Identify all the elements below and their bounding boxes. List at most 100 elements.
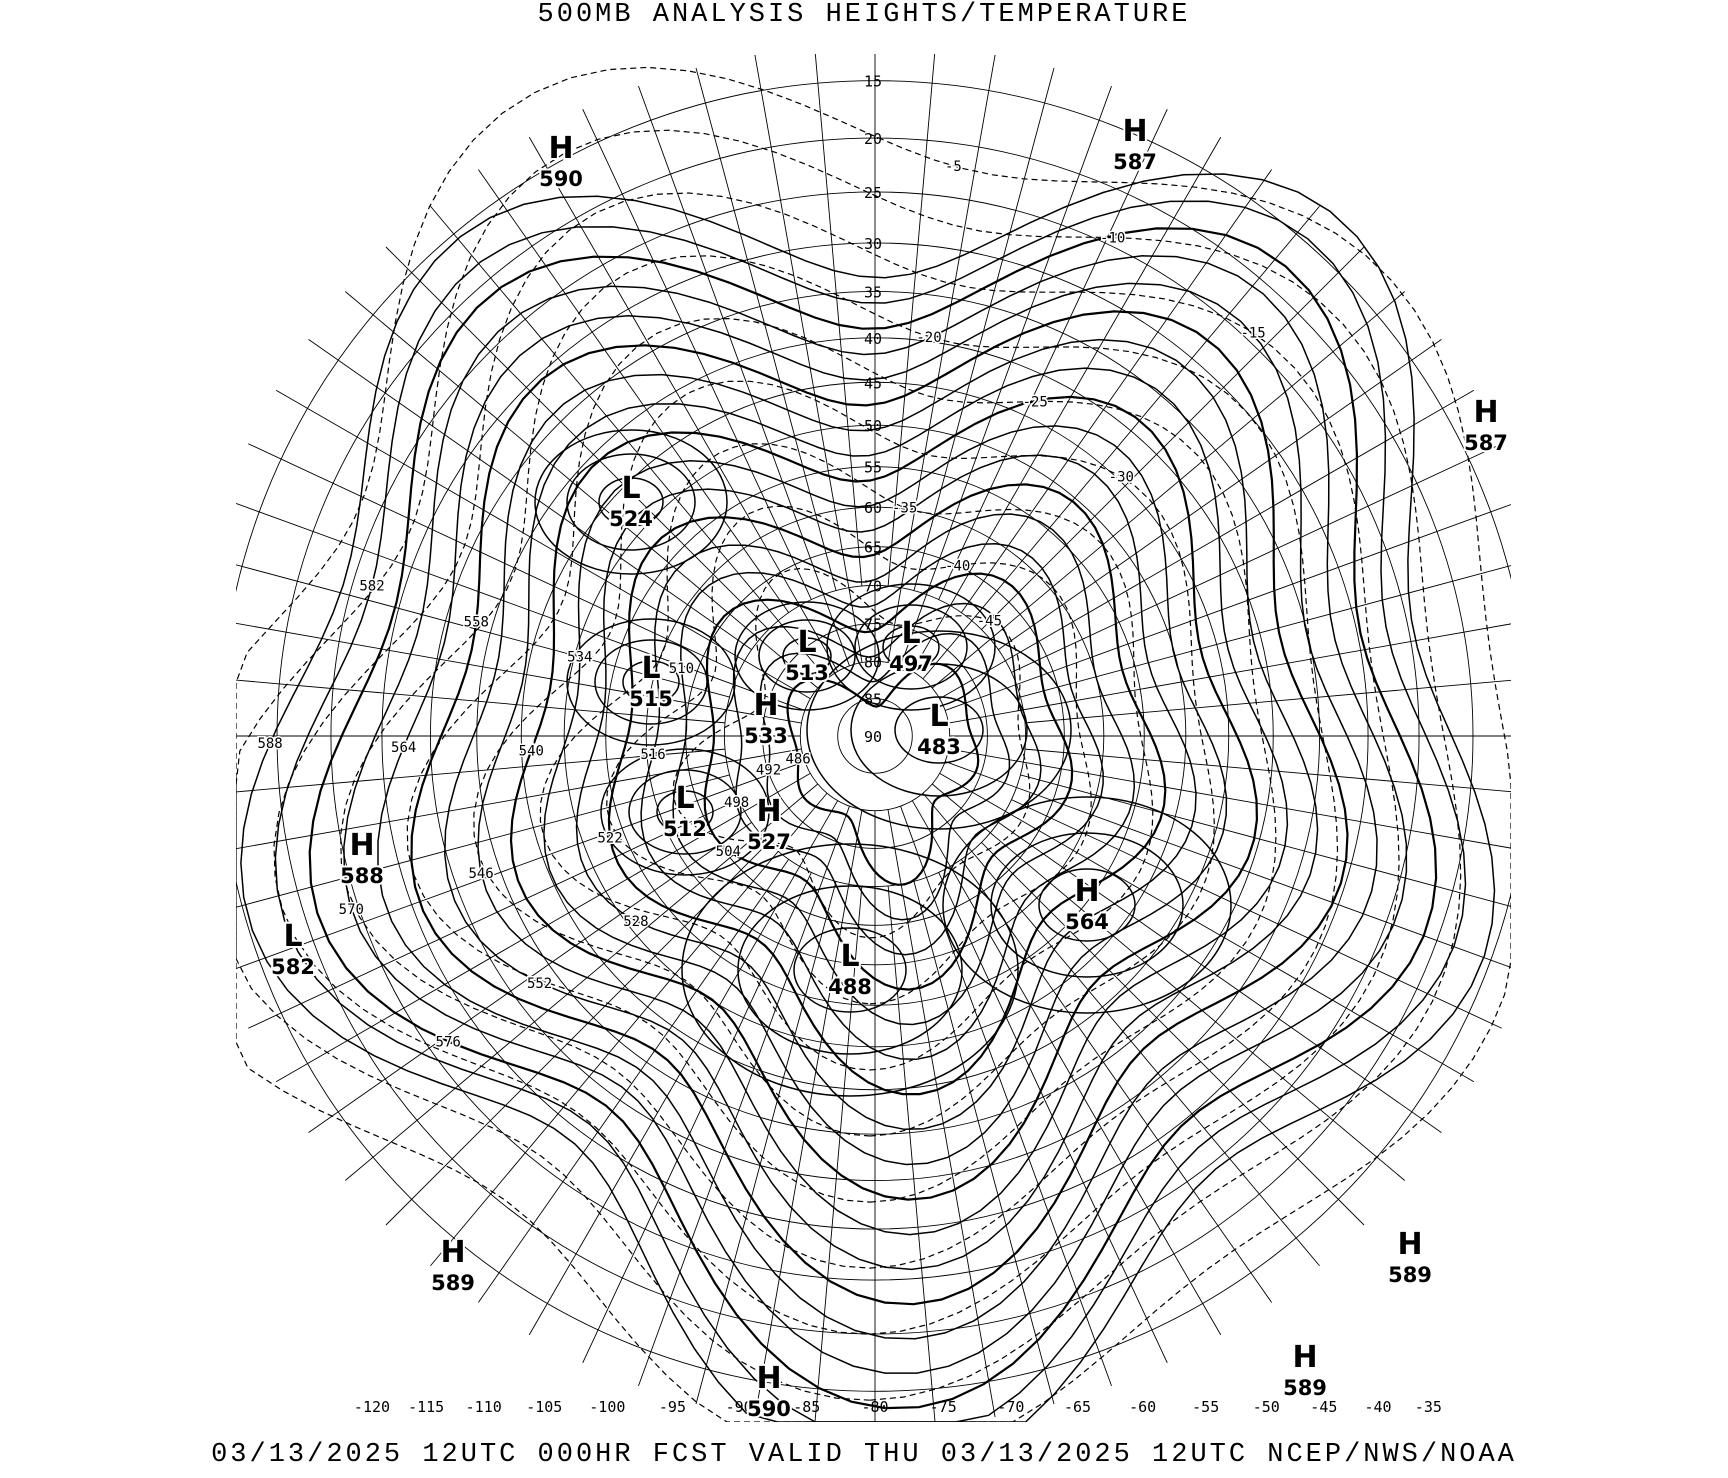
closed-contour xyxy=(566,453,696,551)
center-letter: L xyxy=(621,471,640,506)
center-value: 513 xyxy=(785,661,829,685)
center-letter: H xyxy=(756,794,781,829)
meridian-line xyxy=(477,169,789,613)
closed-contour xyxy=(894,696,984,764)
center-value: 497 xyxy=(889,652,933,676)
grid-labels: -120 -115 -110 -105 -100 -95 -90 -85 -80 -75 -70 -6… xyxy=(354,73,1442,1416)
meridian-line xyxy=(638,85,850,666)
longitude-label: -60 xyxy=(1129,1398,1156,1416)
temperature-contour xyxy=(236,66,1511,1422)
latitude-label: 45 xyxy=(864,374,882,392)
contour-labels: 4864924985045105165225285345405465525585… xyxy=(256,158,1267,1053)
height-contour xyxy=(240,173,1496,1422)
center-value: 588 xyxy=(340,864,384,888)
height-contour xyxy=(308,227,1438,1410)
meridian-line xyxy=(948,623,1511,724)
height-contour-label: 582 xyxy=(359,579,384,595)
meridian-line xyxy=(922,792,1320,1267)
meridian-line xyxy=(887,809,996,1418)
temperature-contour xyxy=(273,192,1400,1335)
closed-contour xyxy=(826,583,996,711)
temperature-contour-label: -35 xyxy=(892,501,917,517)
meridian-line xyxy=(938,872,1168,1363)
meridian-line xyxy=(1024,679,1511,724)
center-letter: H xyxy=(753,688,778,723)
latitude-label: 30 xyxy=(864,235,882,253)
height-contour-label: 510 xyxy=(669,661,694,677)
temperature-contour-label: -45 xyxy=(977,614,1002,630)
meridian-line xyxy=(981,842,1365,1226)
closed-contour xyxy=(737,885,963,1055)
temperature-contour xyxy=(672,567,1031,939)
meridian-line xyxy=(477,859,789,1303)
center-value: 587 xyxy=(1113,150,1157,174)
meridian-line xyxy=(887,54,996,663)
latitude-label: 15 xyxy=(864,73,882,91)
longitude-label: -55 xyxy=(1192,1398,1219,1416)
center-letter: H xyxy=(440,1235,465,1270)
closed-contour xyxy=(622,660,680,704)
height-contour-label: 486 xyxy=(785,752,810,768)
closed-contour xyxy=(806,630,1072,830)
latitude-label: 50 xyxy=(864,417,882,435)
height-contour xyxy=(343,255,1408,1374)
meridian-line xyxy=(814,54,863,587)
center-value: 587 xyxy=(1464,431,1508,455)
meridian-line xyxy=(528,800,839,1336)
height-contour-label: 492 xyxy=(756,762,781,778)
height-contour-label: 504 xyxy=(716,844,741,860)
meridian-line xyxy=(430,792,828,1267)
meridian-line xyxy=(754,54,863,663)
meridian-line xyxy=(248,799,739,1029)
longitude-label: -80 xyxy=(861,1398,888,1416)
center-letter: H xyxy=(349,828,374,863)
center-value: 524 xyxy=(609,507,653,531)
latitude-label: 70 xyxy=(864,577,882,595)
center-letter: L xyxy=(641,651,660,686)
closed-contour xyxy=(566,618,736,746)
latitude-label: 55 xyxy=(864,459,882,477)
meridian-line xyxy=(236,503,805,711)
center-value: 483 xyxy=(917,735,961,759)
meridian-line xyxy=(931,783,1406,1181)
height-contour-label: 588 xyxy=(257,736,282,752)
meridian-line xyxy=(236,622,802,724)
height-contour xyxy=(759,632,1011,921)
closed-contour xyxy=(850,663,1028,797)
longitude-label: -105 xyxy=(526,1398,562,1416)
meridian-line xyxy=(344,291,819,689)
height-contour-label: 498 xyxy=(724,795,749,811)
meridian-line xyxy=(695,67,837,591)
height-contour xyxy=(410,310,1349,1306)
meridian-line xyxy=(814,885,863,1422)
closed-contour xyxy=(793,927,907,1013)
height-contour-label: 558 xyxy=(464,614,489,630)
closed-contour xyxy=(734,601,880,711)
longitude-label: -65 xyxy=(1064,1398,1091,1416)
longitude-label: -45 xyxy=(1310,1398,1337,1416)
closed-contour xyxy=(598,477,664,527)
latitude-label: 35 xyxy=(864,283,882,301)
center-value: 527 xyxy=(747,830,791,854)
height-contour-label: 552 xyxy=(527,976,552,992)
meridian-line xyxy=(939,772,1475,1083)
meridian-line xyxy=(754,809,863,1418)
meridian-line xyxy=(913,67,1055,591)
latitude-label: 40 xyxy=(864,330,882,348)
closed-contour xyxy=(1038,868,1136,942)
height-contour-label: 546 xyxy=(468,866,493,882)
center-letter: H xyxy=(1122,114,1147,149)
meridian-line xyxy=(998,822,1442,1134)
latitude-label: 85 xyxy=(864,691,882,709)
